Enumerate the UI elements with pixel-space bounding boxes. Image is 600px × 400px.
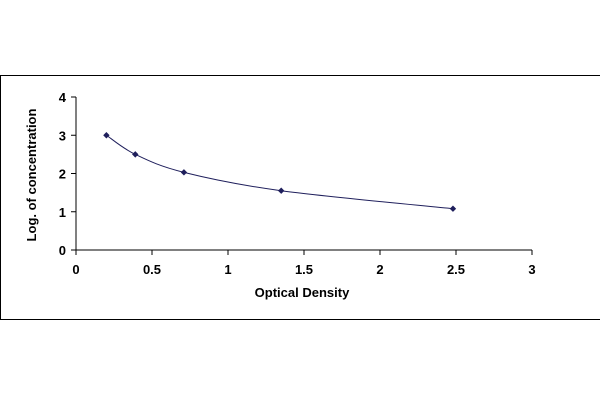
series-line (106, 134, 454, 210)
x-tick-label: 3 (528, 262, 535, 277)
x-tick-label: 2 (376, 262, 383, 277)
data-point (180, 169, 188, 176)
y-axis-label: Log. of concentration (24, 109, 39, 242)
y-tick-label: 2 (59, 167, 66, 182)
x-tick-label: 0 (72, 262, 79, 277)
y-tick-label: 0 (59, 243, 66, 258)
x-tick-label: 1 (224, 262, 231, 277)
x-axis-label: Optical Density (255, 285, 350, 300)
y-tick-label: 1 (59, 205, 66, 220)
chart-border (0, 75, 600, 320)
data-point (278, 187, 285, 194)
data-point (449, 205, 457, 212)
x-tick-label: 2.5 (447, 262, 465, 277)
x-tick-label: 0.5 (143, 262, 161, 277)
y-tick-label: 4 (59, 90, 67, 105)
x-tick-label: 1.5 (295, 262, 313, 277)
plot-area: 0 0.5 1 1.5 2 2.5 3 0 1 2 3 4 (59, 90, 536, 277)
y-tick-label: 3 (59, 128, 66, 143)
data-point (132, 151, 139, 158)
